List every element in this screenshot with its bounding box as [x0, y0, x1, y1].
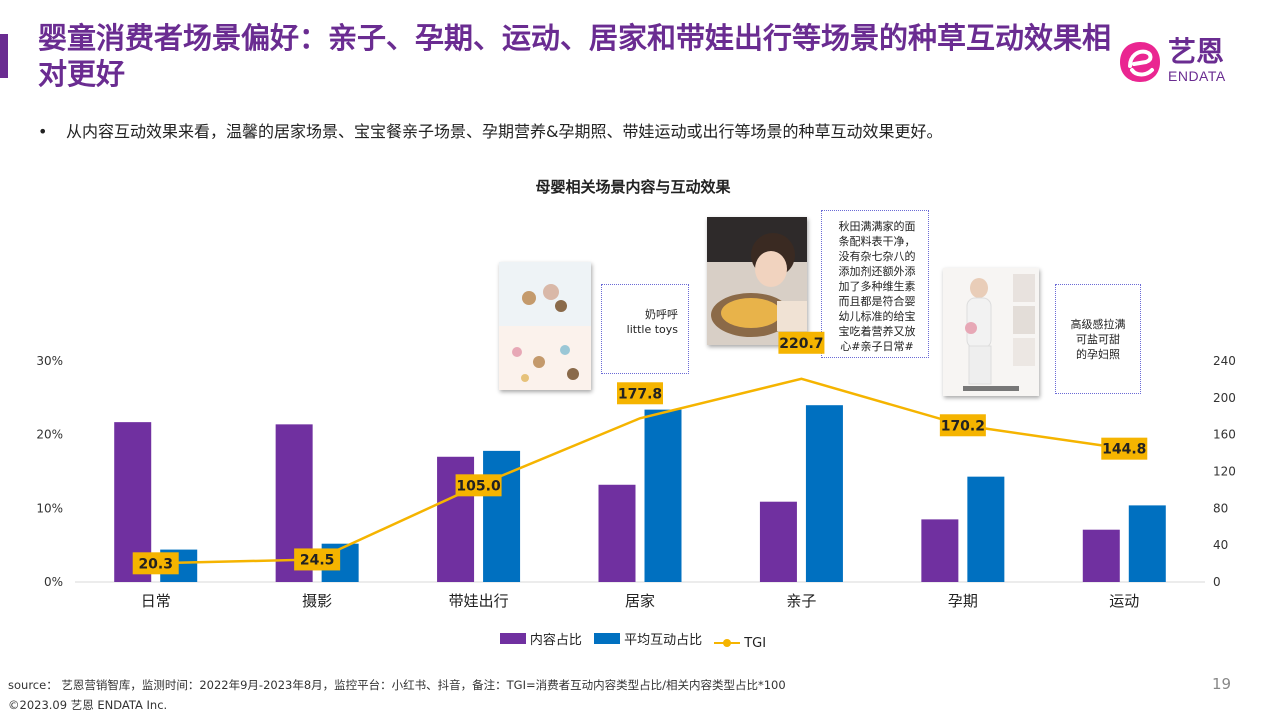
y-left-tick-label: 10% — [36, 501, 63, 515]
footer-source: source： 艺恩营销智库，监测时间：2022年9月-2023年8月，监控平台… — [8, 678, 786, 692]
x-category-label: 居家 — [625, 592, 655, 610]
parent-child-scene-image — [707, 217, 807, 345]
legend-item-tgi: TGI — [714, 636, 766, 651]
bar-interaction-share — [805, 405, 843, 582]
bar-content-share — [759, 501, 797, 582]
parent-child-callout-text: 秋田满满家的面 条配料表干净， 没有杂七杂八的 添加剂还额外添 加了多种维生素 … — [838, 220, 916, 353]
legend-swatch-content-share — [499, 633, 526, 644]
legend-item-interaction-share: 平均互动占比 — [594, 629, 702, 648]
y-left-tick-label: 30% — [36, 354, 63, 368]
endata-logo: 艺恩 ENDATA — [1116, 35, 1246, 88]
y-right-tick-label: 40 — [1213, 538, 1228, 552]
tgi-data-label: 105.0 — [456, 478, 501, 494]
tgi-data-label: 220.7 — [779, 336, 823, 352]
pregnancy-scene-callout: 高级感拉满 可盐可甜 的孕妇照 — [1055, 284, 1141, 394]
pregnancy-callout-text: 高级感拉满 可盐可甜 的孕妇照 — [1070, 318, 1126, 361]
title-accent-bar — [0, 34, 8, 78]
tgi-label-box — [939, 414, 986, 437]
y-right-tick-label: 80 — [1213, 501, 1228, 515]
tgi-data-label: 144.8 — [1102, 442, 1146, 458]
bar-interaction-share — [967, 476, 1005, 582]
y-right-tick-label: 120 — [1213, 465, 1236, 479]
tgi-data-label: 20.3 — [138, 556, 173, 572]
pregnancy-scene-image — [943, 268, 1039, 396]
y-right-tick-label: 240 — [1213, 354, 1236, 368]
y-right-tick-label: 0 — [1213, 575, 1221, 589]
tgi-data-label: 24.5 — [300, 552, 335, 568]
bar-interaction-share — [1128, 505, 1166, 582]
bar-interaction-share — [644, 409, 682, 582]
bullet-dot: • — [38, 122, 48, 141]
logo-english-text: ENDATA — [1168, 68, 1226, 84]
summary-text: 从内容互动效果来看，温馨的居家场景、宝宝餐亲子场景、孕期营养&孕期照、带娃运动或… — [66, 122, 943, 141]
tgi-label-box — [132, 552, 179, 575]
x-category-label: 摄影 — [302, 592, 332, 610]
legend-label-content-share: 内容占比 — [529, 633, 582, 648]
home-scene-callout: 奶呼呼 little toys — [601, 284, 689, 374]
home-scene-image — [499, 262, 591, 390]
bar-interaction-share — [483, 450, 521, 582]
legend-label-tgi: TGI — [744, 635, 767, 651]
page-number: 19 — [1212, 675, 1232, 693]
tgi-label-box — [455, 474, 502, 497]
bar-content-share — [598, 484, 636, 582]
y-left-tick-label: 20% — [36, 428, 63, 442]
chart-title: 母婴相关场景内容与互动效果 — [535, 178, 731, 196]
y-left-tick-label: 0% — [44, 575, 63, 589]
tgi-label-box — [294, 548, 341, 571]
footer-copyright: ©2023.09 艺恩 ENDATA Inc. — [8, 698, 168, 712]
legend-swatch-interaction-share — [594, 633, 621, 644]
x-category-label: 带娃出行 — [449, 592, 509, 610]
y-right-tick-label: 160 — [1213, 428, 1236, 442]
tgi-label-box — [1101, 437, 1148, 460]
parent-child-scene-callout: 秋田满满家的面 条配料表干净， 没有杂七杂八的 添加剂还额外添 加了多种维生素 … — [821, 210, 929, 358]
tgi-data-label: 177.8 — [618, 386, 662, 402]
logo-chinese-text: 艺恩 — [1168, 35, 1225, 68]
legend-label-interaction-share: 平均互动占比 — [624, 633, 703, 648]
x-category-label: 孕期 — [948, 592, 978, 610]
tgi-label-box — [778, 331, 825, 354]
home-callout-text: 奶呼呼 little toys — [626, 308, 678, 336]
legend-item-content-share: 内容占比 — [499, 629, 582, 648]
logo-mark-icon — [1120, 42, 1160, 82]
bar-content-share — [1082, 529, 1120, 582]
legend-swatch-tgi — [714, 639, 741, 647]
tgi-data-label: 170.2 — [941, 418, 985, 434]
chart-legend: 内容占比 平均互动占比 TGI — [0, 629, 1266, 651]
bar-content-share — [921, 519, 959, 582]
page-title: 婴童消费者场景偏好：亲子、孕期、运动、居家和带娃出行等场景的种草互动效果相对更好 — [38, 21, 1112, 91]
x-category-label: 亲子 — [786, 592, 816, 610]
tgi-label-box — [617, 382, 663, 405]
x-category-label: 日常 — [141, 592, 171, 610]
y-right-tick-label: 200 — [1213, 391, 1236, 405]
x-category-label: 运动 — [1109, 592, 1139, 610]
summary-bullet: • 从内容互动效果来看，温馨的居家场景、宝宝餐亲子场景、孕期营养&孕期照、带娃运动… — [38, 118, 942, 142]
